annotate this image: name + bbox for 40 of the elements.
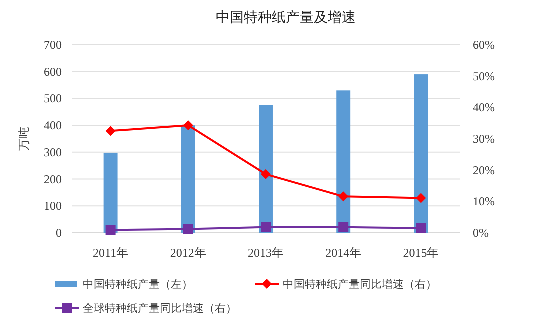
bar bbox=[181, 126, 196, 233]
y-tick-label: 500 bbox=[44, 92, 62, 106]
x-tick-label: 2015年 bbox=[403, 246, 440, 260]
point bbox=[261, 169, 271, 180]
y-tick-label: 600 bbox=[44, 64, 62, 79]
bar bbox=[414, 74, 428, 233]
point bbox=[261, 222, 271, 232]
bar bbox=[336, 90, 351, 233]
legend-label: 中国特种纸产量同比增速（右） bbox=[283, 278, 437, 291]
chart-title: 中国特种纸产量及增速 bbox=[216, 10, 356, 26]
y-tick-label: 300 bbox=[44, 145, 62, 160]
x-tick-label: 2011年 bbox=[93, 246, 129, 260]
y-tick-label: 0 bbox=[56, 226, 62, 240]
y-tick-label: 200 bbox=[44, 172, 62, 186]
y-axis-title: 万吨 bbox=[17, 127, 31, 151]
point bbox=[416, 193, 426, 204]
y2-tick-label: 20% bbox=[473, 163, 495, 178]
y2-tick-label: 50% bbox=[473, 69, 495, 84]
point bbox=[106, 126, 116, 136]
y2-tick-label: 30% bbox=[473, 132, 495, 146]
point bbox=[183, 224, 194, 234]
y2-tick-label: 10% bbox=[473, 194, 495, 209]
x-tick-label: 2013年 bbox=[248, 246, 284, 260]
y-tick-label: 100 bbox=[44, 199, 62, 214]
point bbox=[416, 223, 426, 234]
bar bbox=[259, 105, 273, 233]
bar bbox=[104, 152, 118, 233]
y-tick-label: 700 bbox=[44, 38, 62, 52]
x-tick-label: 2014年 bbox=[326, 246, 362, 260]
y2-tick-label: 40% bbox=[473, 100, 495, 115]
legend-label: 中国特种纸产量（左） bbox=[83, 278, 193, 291]
x-tick-label: 2012年 bbox=[170, 246, 206, 260]
point bbox=[106, 225, 116, 236]
y2-tick-label: 60% bbox=[473, 38, 495, 52]
point bbox=[338, 222, 349, 232]
y-tick-label: 400 bbox=[44, 118, 62, 133]
legend-label: 全球特种纸产量同比增速（右） bbox=[83, 302, 237, 315]
y2-tick-label: 0% bbox=[473, 226, 489, 240]
point bbox=[183, 120, 194, 131]
point bbox=[338, 192, 349, 202]
